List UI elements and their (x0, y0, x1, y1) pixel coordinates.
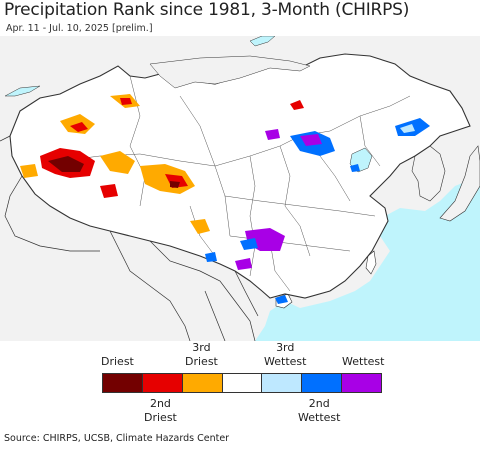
legend-label-3rd-wettest: 3rd Wettest (264, 341, 307, 368)
legend-label-3rd-driest: 3rd Driest (185, 341, 218, 368)
country-borders (0, 135, 259, 341)
legend-swatch-2nd-wettest (301, 374, 342, 392)
legend-label-2nd-driest: 2nd Driest (144, 397, 177, 424)
legend-swatch-3rd-wettest (261, 374, 302, 392)
legend-swatch-wettest (341, 374, 382, 392)
legend-swatch-driest (103, 374, 142, 392)
china-precip-map (0, 36, 480, 341)
lake-balkhash (4, 85, 41, 97)
korea-land (411, 145, 446, 202)
legend-label-2nd-wettest: 2nd Wettest (298, 397, 341, 424)
legend-label-driest: Driest (101, 355, 134, 368)
mongolia-region (149, 55, 311, 89)
legend-color-bar (102, 373, 382, 393)
legend-swatch-normal (221, 374, 262, 392)
map-area (0, 36, 480, 341)
ocean-region (255, 176, 480, 341)
lake-baikal (249, 36, 276, 47)
legend-label-wettest: Wettest (342, 355, 385, 368)
wet-anomalies (205, 118, 430, 304)
dry-anomalies (20, 94, 304, 234)
source-credit: Source: CHIRPS, UCSB, Climate Hazards Ce… (4, 433, 230, 444)
map-subtitle: Apr. 11 - Jul. 10, 2025 [prelim.] (6, 23, 153, 34)
map-title: Precipitation Rank since 1981, 3-Month (… (4, 0, 410, 20)
legend-swatch-3rd-driest (181, 374, 222, 392)
legend-swatch-2nd-driest (141, 374, 182, 392)
japan-land (439, 145, 480, 222)
taiwan-land (365, 250, 377, 275)
